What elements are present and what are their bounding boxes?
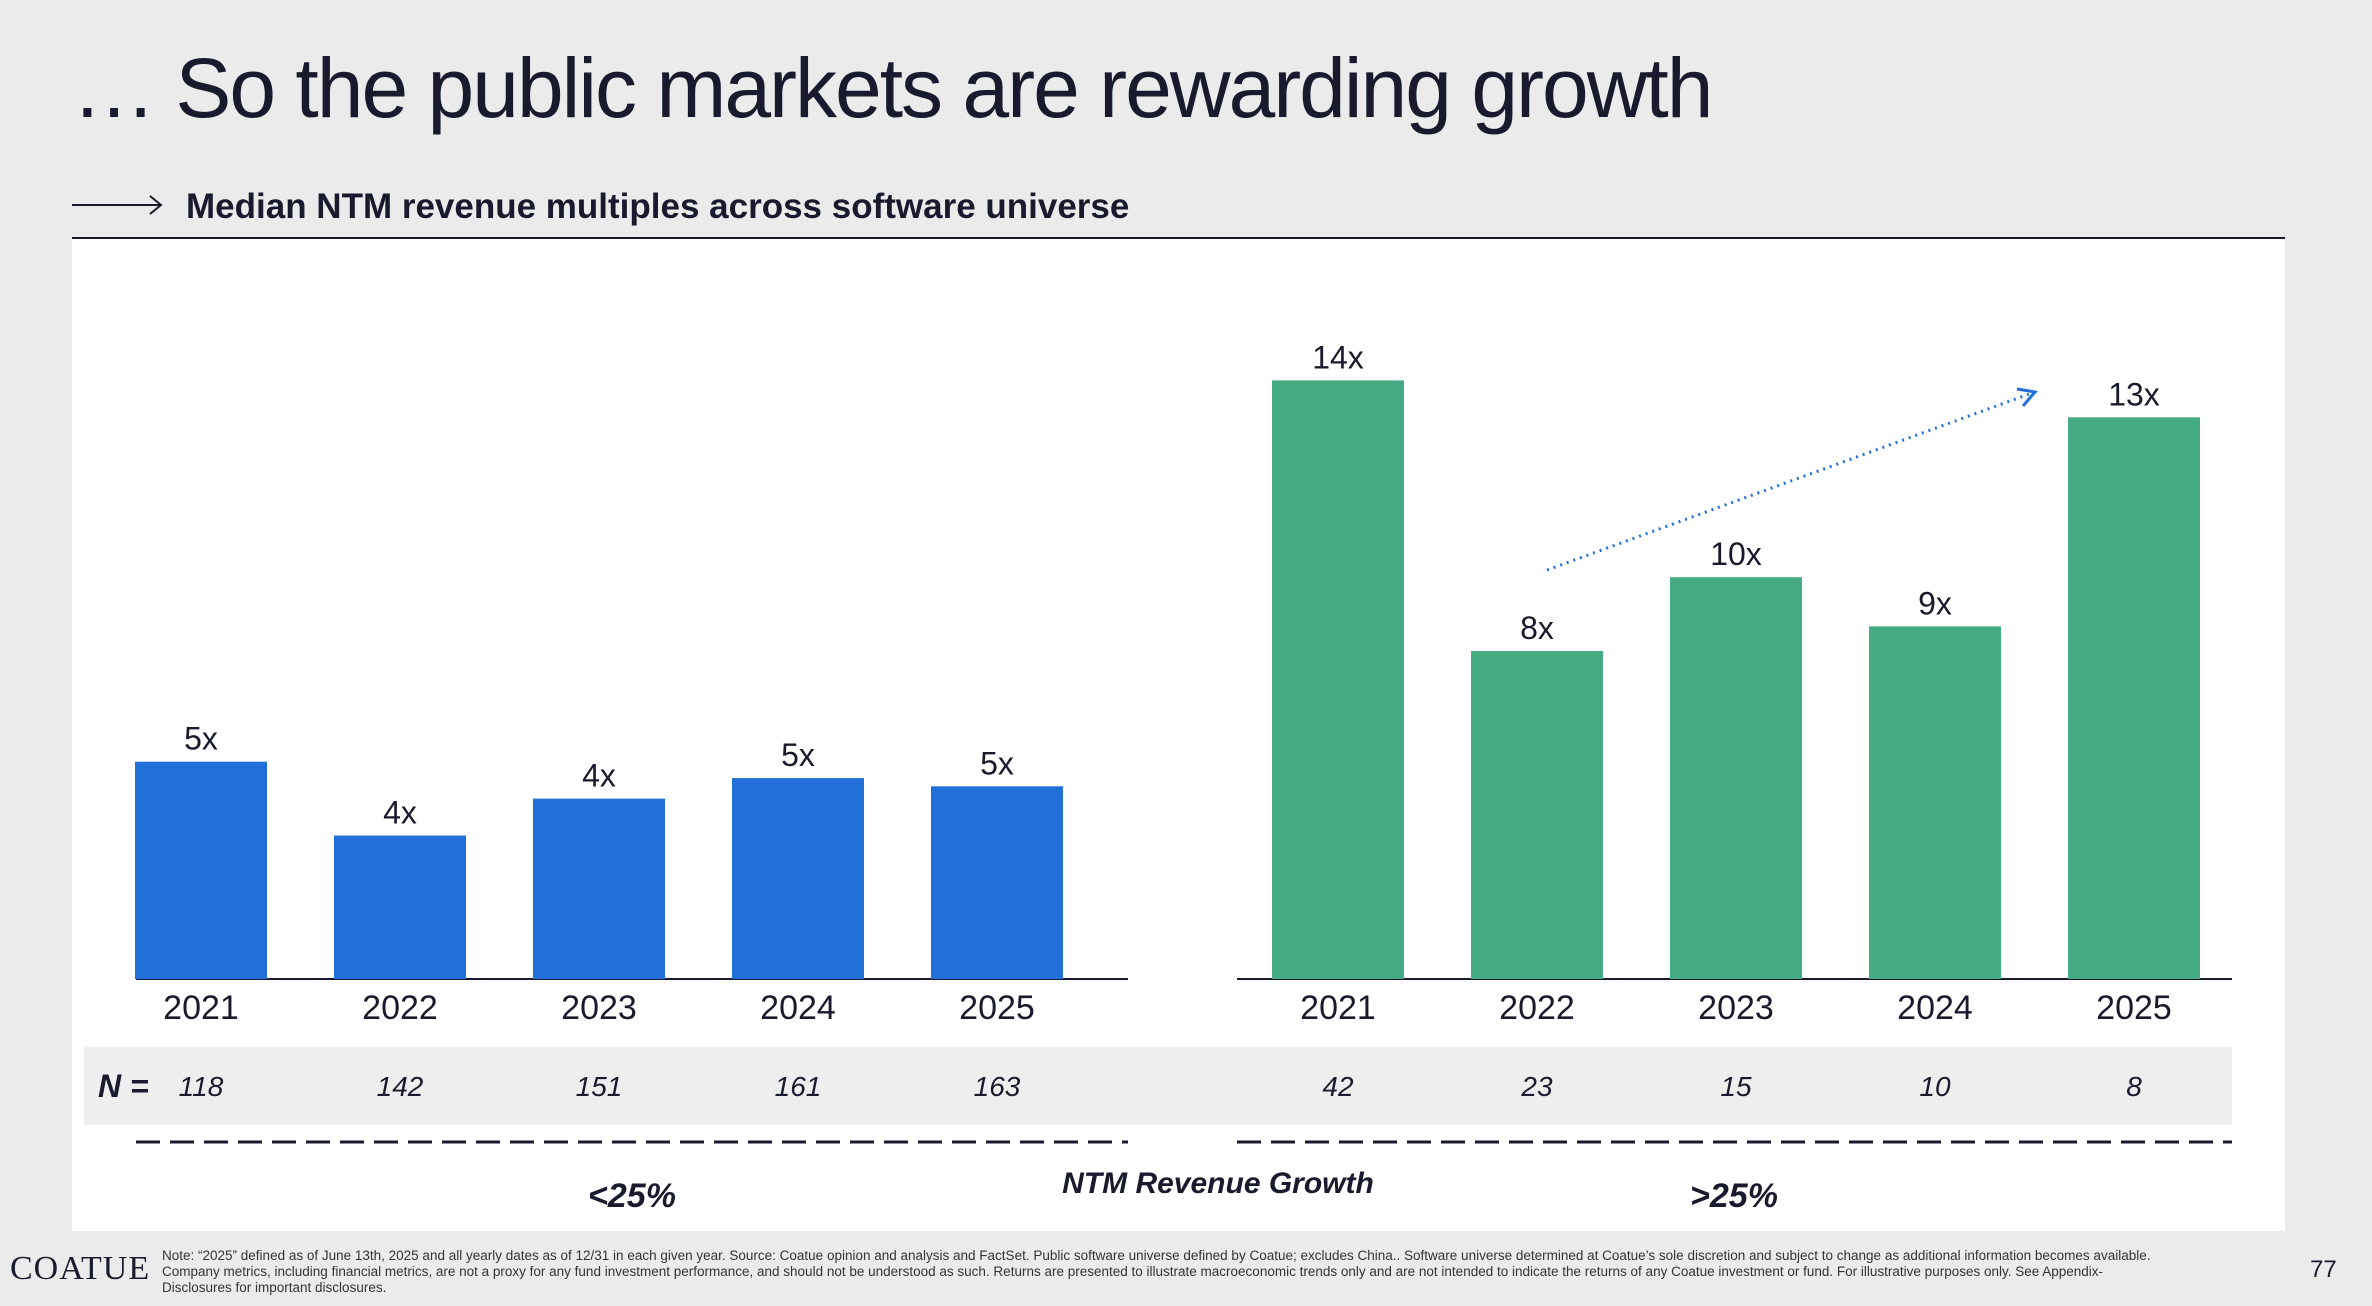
page-number: 77 (2310, 1256, 2337, 1283)
n-value: 23 (1520, 1071, 1553, 1102)
bar (135, 761, 267, 979)
divider-rule (72, 237, 2285, 239)
x-tick-label: 2025 (2096, 989, 2172, 1027)
trend-arrow-icon (2016, 387, 2038, 407)
x-tick-label: 2021 (163, 989, 239, 1027)
revenue-multiples-chart: N = 5x 2021 118 4x 2022 142 4x 2023 151 5x 2024 161 5… (84, 339, 2232, 1215)
bar-value-label: 8x (1520, 610, 1554, 646)
x-tick-label: 2025 (959, 989, 1035, 1027)
n-row-background (84, 1047, 2232, 1125)
x-axis-title: NTM Revenue Growth (1062, 1167, 1374, 1200)
n-value: 15 (1720, 1071, 1752, 1102)
n-value: 10 (1919, 1071, 1951, 1102)
n-value: 142 (377, 1071, 424, 1102)
bar-value-label: 14x (1312, 339, 1364, 375)
bar-value-label: 9x (1918, 585, 1952, 621)
bar (931, 786, 1063, 979)
right-arrow-icon (72, 195, 163, 215)
coatue-logo: COATUE (10, 1250, 151, 1287)
bar-value-label: 5x (781, 737, 815, 773)
bar (533, 798, 665, 979)
bar-value-label: 5x (184, 721, 218, 757)
bar (732, 778, 864, 979)
n-value: 8 (2126, 1071, 2142, 1102)
growth-group-label: <25% (588, 1177, 676, 1215)
footnote: Note: “2025” defined as of June 13th, 20… (162, 1248, 2151, 1295)
trend-arrow-line (1546, 391, 2033, 572)
n-value: 163 (974, 1071, 1021, 1102)
n-value: 151 (576, 1071, 623, 1102)
bar-value-label: 5x (980, 745, 1014, 781)
n-label: N = (98, 1068, 149, 1104)
page-title: … So the public markets are rewarding gr… (72, 41, 1713, 135)
x-tick-label: 2024 (1897, 989, 1973, 1027)
bar (1869, 626, 2001, 979)
bar-value-label: 4x (582, 758, 616, 794)
bar (1471, 651, 1603, 979)
bar (334, 835, 466, 979)
x-tick-label: 2024 (760, 989, 836, 1027)
bar (2068, 417, 2200, 979)
x-tick-label: 2022 (1499, 989, 1575, 1027)
x-tick-label: 2021 (1300, 989, 1376, 1027)
x-tick-label: 2022 (362, 989, 438, 1027)
bar (1670, 577, 1802, 979)
n-value: 161 (775, 1071, 822, 1102)
chart-panel: N = 5x 2021 118 4x 2022 142 4x 2023 151 5x 2024 161 5… (72, 239, 2285, 1231)
growth-group-label: >25% (1690, 1177, 1778, 1215)
bar-value-label: 13x (2108, 376, 2160, 412)
n-value: 118 (179, 1071, 224, 1102)
bar-value-label: 4x (383, 795, 417, 831)
x-tick-label: 2023 (561, 989, 637, 1027)
bar (1272, 380, 1404, 979)
n-value: 42 (1322, 1071, 1354, 1102)
x-tick-label: 2023 (1698, 989, 1774, 1027)
bar-value-label: 10x (1710, 536, 1762, 572)
chart-subtitle: Median NTM revenue multiples across soft… (186, 187, 1130, 226)
